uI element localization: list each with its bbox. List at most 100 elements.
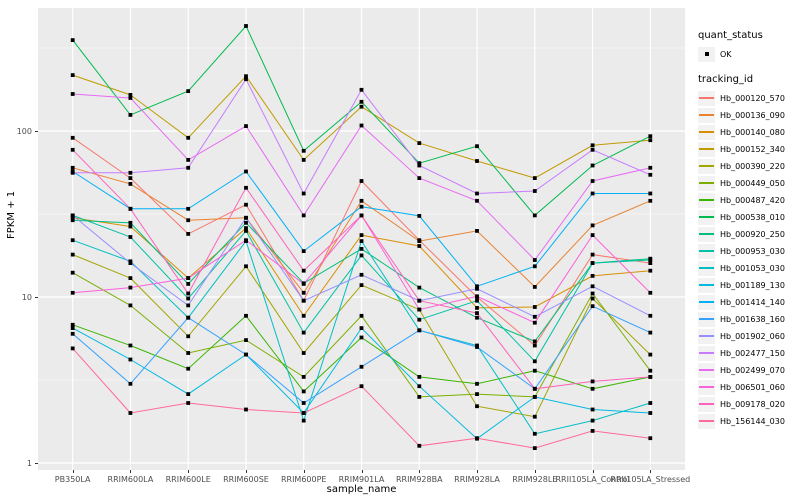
data-point <box>475 381 479 386</box>
legend-item-Hb_001902_060: Hb_001902_060 <box>698 328 798 344</box>
data-point <box>532 339 537 344</box>
data-point <box>417 244 422 248</box>
legend-item-label: Hb_000140_080 <box>720 127 785 137</box>
data-point <box>186 232 191 236</box>
data-point <box>475 284 479 289</box>
legend-item-Hb_000390_220: Hb_000390_220 <box>698 158 798 174</box>
data-point <box>532 320 537 325</box>
data-point <box>128 343 133 348</box>
data-point <box>244 220 248 225</box>
data-point <box>359 247 364 251</box>
data-point <box>417 317 422 322</box>
legend-item-label: Hb_001902_060 <box>720 331 785 341</box>
data-point <box>417 395 422 399</box>
data-point <box>648 411 653 415</box>
data-point <box>128 206 133 211</box>
data-point <box>590 304 595 309</box>
legend-tracking-id-title: tracking_id <box>698 74 754 85</box>
data-point <box>244 229 248 233</box>
data-point <box>590 252 595 257</box>
data-point <box>590 291 595 296</box>
data-point <box>186 89 191 93</box>
y-axis-title: FPKM + 1 <box>6 190 17 239</box>
data-point <box>244 264 248 269</box>
x-tick-mark <box>188 470 190 473</box>
data-point <box>301 249 306 253</box>
legend-key-box <box>698 124 715 140</box>
data-point <box>128 224 133 229</box>
data-point <box>532 343 537 348</box>
legend-item-label: Hb_000136_090 <box>720 110 785 120</box>
data-point <box>532 285 537 289</box>
data-point <box>244 169 248 174</box>
data-point <box>590 179 595 183</box>
x-tick-label: RRIM600LE <box>165 475 211 484</box>
legend-key-box <box>698 396 715 412</box>
data-point <box>475 198 479 203</box>
data-point <box>532 176 537 180</box>
data-point <box>648 368 653 373</box>
legend-line-icon <box>699 420 714 422</box>
data-point <box>186 366 191 371</box>
data-point <box>475 311 479 315</box>
legend-item-label: Hb_000449_050 <box>720 178 785 188</box>
x-tick-label: RRIM600PE <box>280 475 327 484</box>
data-point <box>648 261 653 265</box>
legend-quant-status-title: quant_status <box>698 30 763 41</box>
data-point <box>128 276 133 280</box>
legend-key-box <box>698 379 715 395</box>
x-tick-label: RRIM600LA <box>107 475 154 484</box>
legend-item-Hb_000140_080: Hb_000140_080 <box>698 124 798 140</box>
data-point <box>475 229 479 233</box>
data-point <box>244 238 248 243</box>
data-point <box>475 191 479 196</box>
data-point <box>70 238 75 243</box>
data-point <box>70 213 75 218</box>
x-tick-mark <box>650 470 652 473</box>
legend-item-label: Hb_002477_150 <box>720 348 785 358</box>
legend-tracking-id-items: Hb_000120_570 Hb_000136_090 Hb_000140_080 H… <box>698 90 798 429</box>
legend-key-box <box>698 413 715 429</box>
legend-item-Hb_000120_570: Hb_000120_570 <box>698 90 798 106</box>
point-symbol-icon <box>704 52 709 56</box>
data-point <box>590 274 595 278</box>
data-point <box>417 307 422 312</box>
data-point <box>475 286 479 291</box>
data-point <box>186 218 191 223</box>
data-point <box>186 276 191 280</box>
legend-key-box <box>698 277 715 293</box>
data-point <box>186 158 191 162</box>
y-tick-label: 100 <box>16 127 32 136</box>
data-point <box>70 218 75 223</box>
data-point <box>590 386 595 391</box>
data-point <box>648 172 653 177</box>
legend-item-Hb_001638_160: Hb_001638_160 <box>698 311 798 327</box>
data-point <box>70 135 75 140</box>
legend-key-box <box>698 175 715 191</box>
data-point <box>532 368 537 373</box>
x-tick-mark <box>592 470 594 473</box>
data-point <box>648 352 653 357</box>
data-point <box>417 298 422 303</box>
y-tick-label: 10 <box>21 293 32 302</box>
data-point <box>70 73 75 77</box>
data-point <box>301 191 306 196</box>
data-point <box>359 335 364 340</box>
y-tick-mark <box>35 131 38 132</box>
data-point <box>186 392 191 396</box>
legend-key-box <box>698 294 715 310</box>
data-point <box>70 252 75 257</box>
data-point <box>70 170 75 175</box>
data-point <box>301 351 306 355</box>
data-point <box>359 326 364 330</box>
x-axis-title: sample_name <box>326 484 397 495</box>
data-point <box>244 202 248 207</box>
data-point <box>648 191 653 196</box>
data-point <box>359 123 364 128</box>
data-point <box>359 99 364 104</box>
data-point <box>475 159 479 163</box>
data-point <box>475 436 479 441</box>
data-point <box>186 296 191 301</box>
legend-item-label: Hb_000390_220 <box>720 161 785 171</box>
data-point <box>186 303 191 308</box>
